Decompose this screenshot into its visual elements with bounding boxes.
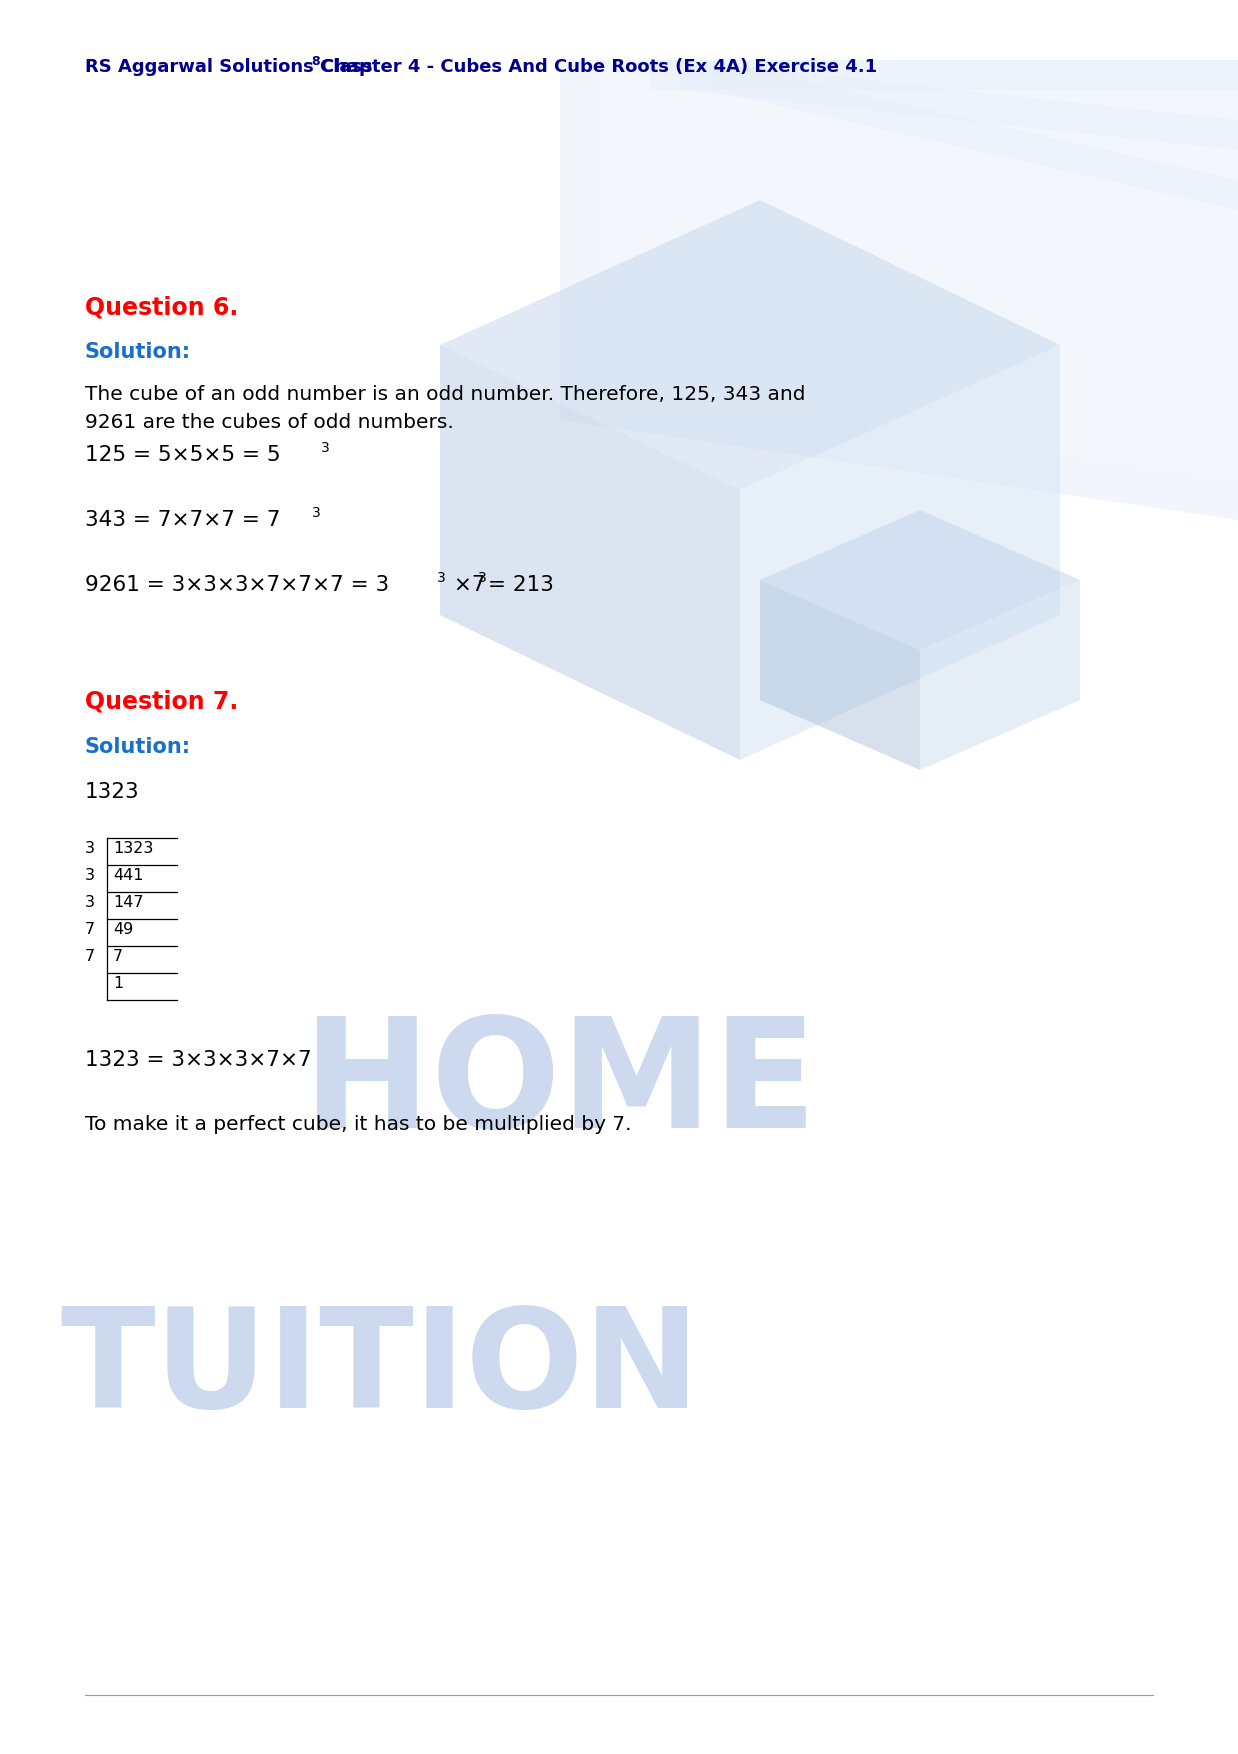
- Polygon shape: [650, 60, 1238, 89]
- Text: Solution:: Solution:: [85, 342, 191, 361]
- Text: = 213: = 213: [488, 575, 553, 595]
- Text: 1323 = 3×3×3×7×7: 1323 = 3×3×3×7×7: [85, 1051, 312, 1070]
- Text: 49: 49: [113, 923, 134, 937]
- Text: 1323: 1323: [85, 782, 140, 802]
- Polygon shape: [740, 346, 1060, 759]
- Text: 3: 3: [478, 572, 487, 586]
- Text: 147: 147: [113, 895, 144, 910]
- Polygon shape: [711, 60, 1238, 210]
- Text: 1323: 1323: [113, 840, 154, 856]
- Polygon shape: [600, 60, 1238, 481]
- Text: 9261 = 3×3×3×7×7×7 = 3: 9261 = 3×3×3×7×7×7 = 3: [85, 575, 389, 595]
- Polygon shape: [439, 200, 1060, 489]
- Text: Chapter 4 - Cubes And Cube Roots (Ex 4A) Exercise 4.1: Chapter 4 - Cubes And Cube Roots (Ex 4A)…: [321, 58, 878, 75]
- Polygon shape: [680, 60, 1238, 151]
- Text: ×7: ×7: [447, 575, 485, 595]
- Text: To make it a perfect cube, it has to be multiplied by 7.: To make it a perfect cube, it has to be …: [85, 1116, 631, 1135]
- Text: Question 6.: Question 6.: [85, 295, 238, 319]
- Text: 3: 3: [85, 868, 95, 882]
- Text: 3: 3: [85, 840, 95, 856]
- Polygon shape: [760, 510, 1080, 651]
- Text: 8: 8: [311, 54, 319, 68]
- Polygon shape: [920, 581, 1080, 770]
- Text: 3: 3: [437, 572, 446, 586]
- Text: 3: 3: [85, 895, 95, 910]
- Text: 7: 7: [85, 923, 95, 937]
- Polygon shape: [439, 346, 740, 759]
- Text: 441: 441: [113, 868, 144, 882]
- Text: 3: 3: [321, 440, 329, 454]
- Text: 9261 are the cubes of odd numbers.: 9261 are the cubes of odd numbers.: [85, 412, 454, 431]
- Text: Solution:: Solution:: [85, 737, 191, 758]
- Text: 343 = 7×7×7 = 7: 343 = 7×7×7 = 7: [85, 510, 281, 530]
- Text: 1: 1: [113, 975, 124, 991]
- Text: HOME: HOME: [303, 1010, 817, 1159]
- Text: 125 = 5×5×5 = 5: 125 = 5×5×5 = 5: [85, 446, 281, 465]
- Polygon shape: [760, 581, 920, 770]
- Polygon shape: [560, 60, 1238, 519]
- Text: Question 7.: Question 7.: [85, 689, 238, 714]
- Text: RS Aggarwal Solutions Class: RS Aggarwal Solutions Class: [85, 58, 373, 75]
- Text: 7: 7: [113, 949, 123, 965]
- Text: TUITION: TUITION: [61, 1303, 699, 1438]
- Text: The cube of an odd number is an odd number. Therefore, 125, 343 and: The cube of an odd number is an odd numb…: [85, 384, 806, 403]
- Text: 7: 7: [85, 949, 95, 965]
- Text: 3: 3: [312, 505, 321, 519]
